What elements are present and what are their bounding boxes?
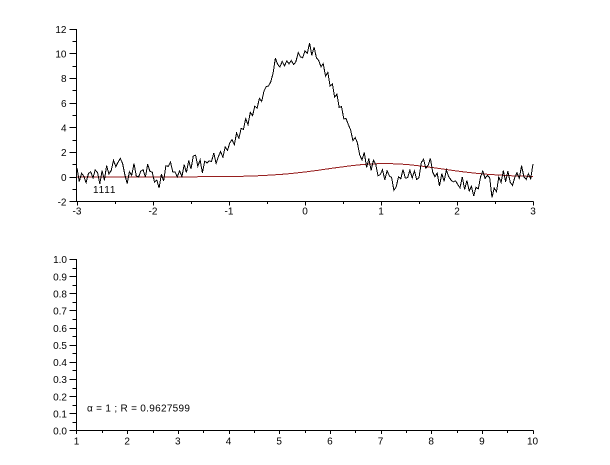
svg-text:1: 1 bbox=[378, 206, 384, 217]
svg-text:2: 2 bbox=[61, 148, 67, 159]
svg-text:0.0: 0.0 bbox=[53, 427, 67, 438]
svg-text:6: 6 bbox=[61, 99, 67, 110]
svg-text:7: 7 bbox=[378, 437, 384, 448]
svg-text:9: 9 bbox=[479, 437, 485, 448]
svg-text:1: 1 bbox=[74, 437, 80, 448]
svg-text:10: 10 bbox=[55, 49, 67, 60]
svg-text:0.8: 0.8 bbox=[53, 290, 67, 301]
svg-text:0.3: 0.3 bbox=[53, 375, 67, 386]
svg-text:4: 4 bbox=[226, 437, 232, 448]
svg-text:3: 3 bbox=[530, 206, 536, 217]
svg-text:-3: -3 bbox=[73, 206, 82, 217]
svg-text:12: 12 bbox=[55, 25, 67, 36]
svg-text:0: 0 bbox=[61, 173, 67, 184]
svg-text:α = 1 ; R = 0.9627599: α = 1 ; R = 0.9627599 bbox=[87, 404, 190, 415]
svg-text:-1: -1 bbox=[225, 206, 234, 217]
svg-text:6: 6 bbox=[327, 437, 333, 448]
svg-text:3: 3 bbox=[175, 437, 181, 448]
svg-text:0.7: 0.7 bbox=[53, 307, 67, 318]
svg-text:-2: -2 bbox=[58, 198, 67, 209]
svg-text:0.9: 0.9 bbox=[53, 272, 67, 283]
svg-text:8: 8 bbox=[61, 74, 67, 85]
svg-text:0.1: 0.1 bbox=[53, 410, 67, 421]
svg-text:0.5: 0.5 bbox=[53, 341, 67, 352]
svg-text:0.6: 0.6 bbox=[53, 324, 67, 335]
svg-text:0: 0 bbox=[302, 206, 308, 217]
svg-text:5: 5 bbox=[276, 437, 282, 448]
svg-text:4: 4 bbox=[61, 124, 67, 135]
svg-text:-2: -2 bbox=[149, 206, 158, 217]
svg-text:8: 8 bbox=[428, 437, 434, 448]
svg-text:0.2: 0.2 bbox=[53, 392, 67, 403]
svg-text:10: 10 bbox=[527, 437, 539, 448]
svg-text:1111: 1111 bbox=[93, 185, 116, 196]
svg-text:1.0: 1.0 bbox=[53, 255, 67, 266]
svg-text:2: 2 bbox=[454, 206, 460, 217]
svg-text:0.4: 0.4 bbox=[53, 358, 67, 369]
svg-text:2: 2 bbox=[124, 437, 130, 448]
